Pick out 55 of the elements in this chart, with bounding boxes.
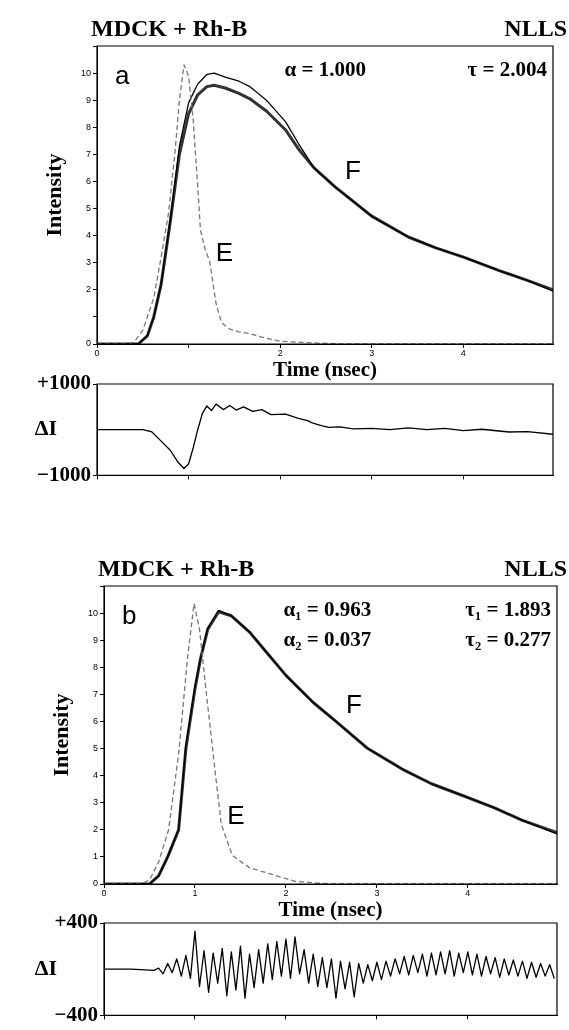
chart-title: MDCK + Rh-B xyxy=(91,15,248,41)
chart-title: MDCK + Rh-B xyxy=(98,555,255,581)
annotation: τ = 2.004 xyxy=(467,57,548,81)
x-tick-label: 0 xyxy=(101,887,107,898)
y-tick-label: 2 xyxy=(85,284,91,295)
x-tick-label: 2 xyxy=(277,347,283,358)
x-tick-label: 3 xyxy=(369,347,375,358)
x-tick-label: 1 xyxy=(192,887,198,898)
x-tick-label: 2 xyxy=(283,887,289,898)
y-axis-title: ΔI xyxy=(34,954,58,980)
annotation: τ₂ = 0.277 xyxy=(465,627,551,651)
y-axis-title: ΔI xyxy=(34,415,58,441)
y-tick-label: 7 xyxy=(92,688,98,699)
y-tick-label: 4 xyxy=(85,230,91,241)
y-tick-label: 3 xyxy=(92,797,98,808)
text: NLLS xyxy=(504,555,567,581)
series-label: E xyxy=(227,800,245,831)
y-tick-label: 8 xyxy=(92,661,98,672)
annotation: τ₁ = 1.893 xyxy=(465,597,551,621)
y-axis-title: Intensity xyxy=(41,153,66,237)
y-tick-label: +400 xyxy=(54,909,98,934)
y-tick-label: 3 xyxy=(85,257,91,268)
y-tick-label: 0 xyxy=(85,338,91,349)
y-tick-label: +1000 xyxy=(37,370,91,395)
series-label: E xyxy=(215,237,233,268)
annotation: α = 1.000 xyxy=(284,57,367,81)
text: NLLS xyxy=(504,15,567,41)
y-tick-label: 1 xyxy=(92,851,98,862)
y-tick-label: 0 xyxy=(92,878,98,889)
series-label: F xyxy=(345,154,361,185)
y-tick-label: 4 xyxy=(92,770,98,781)
y-tick-label: 5 xyxy=(92,743,98,754)
x-tick-label: 3 xyxy=(374,887,380,898)
y-tick-label: −400 xyxy=(54,1001,98,1026)
y-tick-label: 9 xyxy=(92,634,98,645)
annotation: α₁ = 0.963 xyxy=(283,597,372,621)
series-label: F xyxy=(345,689,362,720)
y-tick-label: 2 xyxy=(92,824,98,835)
y-tick-label: 5 xyxy=(85,203,91,214)
annotation: α₂ = 0.037 xyxy=(283,627,372,651)
y-axis-title: Intensity xyxy=(48,693,73,777)
y-tick-label: 10 xyxy=(80,67,91,78)
y-tick-label: 6 xyxy=(92,715,98,726)
y-tick-label: 6 xyxy=(85,175,91,186)
y-tick-label: 10 xyxy=(87,607,98,618)
y-tick-label: 7 xyxy=(85,148,91,159)
y-tick-label: 9 xyxy=(85,94,91,105)
annotation: a xyxy=(115,60,130,90)
y-tick-label: −1000 xyxy=(37,461,91,486)
y-tick-label: 8 xyxy=(85,121,91,132)
x-axis-title: Time (nsec) xyxy=(272,357,378,381)
x-tick-label: 4 xyxy=(460,347,466,358)
annotation: b xyxy=(122,600,137,630)
x-axis-title: Time (nsec) xyxy=(278,897,383,921)
x-tick-label: 4 xyxy=(465,887,471,898)
